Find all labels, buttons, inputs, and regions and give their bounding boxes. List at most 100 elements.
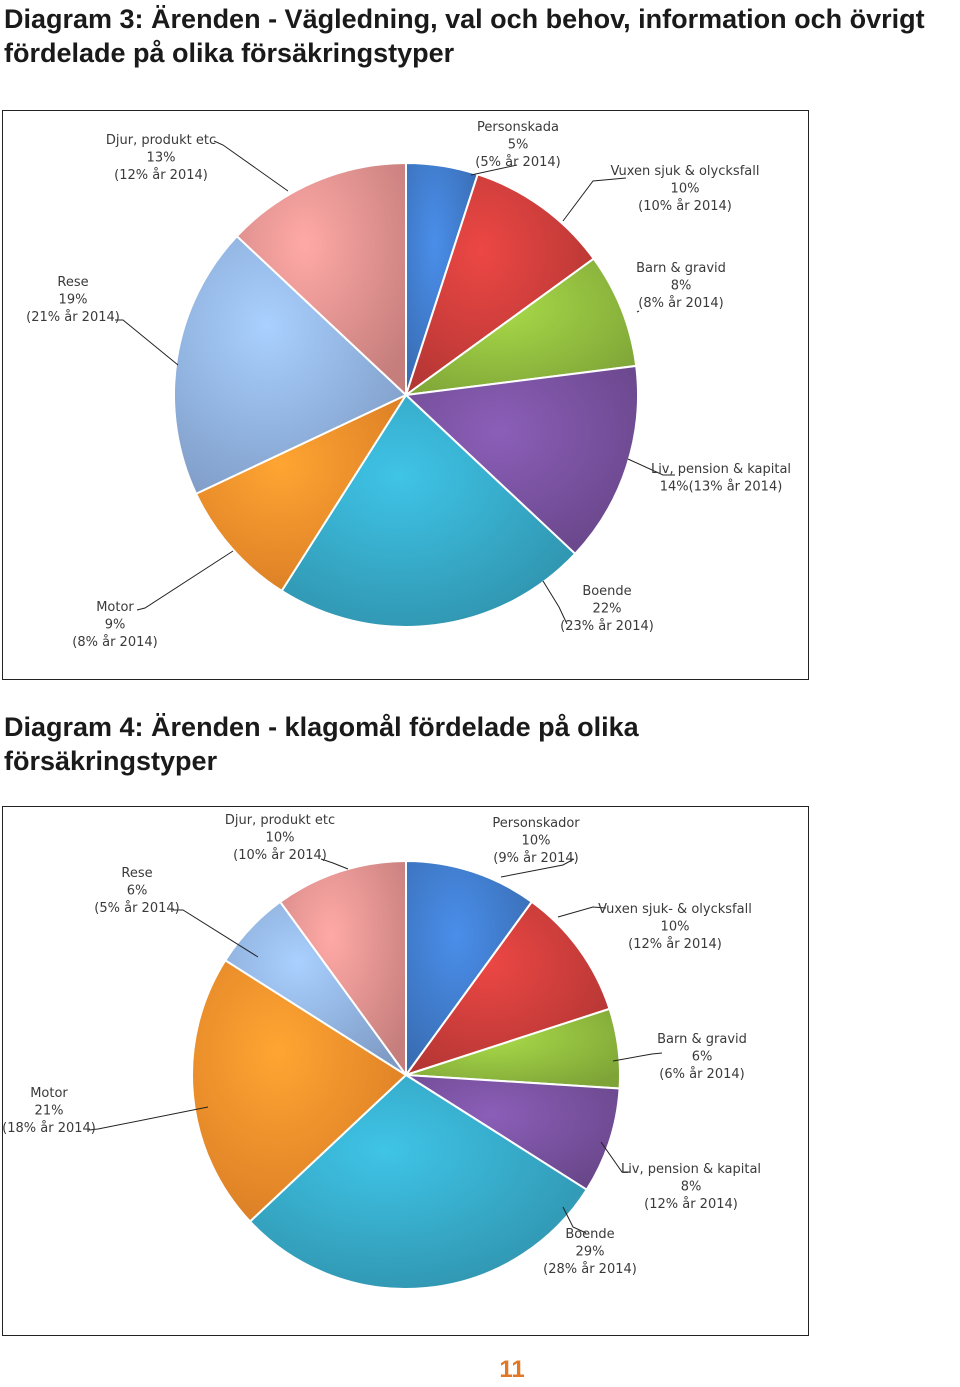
diagram-4-label-line: 6%	[692, 1050, 713, 1065]
diagram-3-label-line: 5%	[508, 138, 529, 153]
diagram-3-label-line: Personskada	[477, 120, 559, 135]
diagram-3-label-line: Boende	[582, 584, 631, 599]
diagram-4-label-line: (5% år 2014)	[94, 901, 179, 916]
diagram-4-label-line: 10%	[266, 831, 295, 846]
diagram-3-chart-area: Personskada 5% (5% år 2014) Vuxen sjuk & ol…	[2, 110, 809, 680]
diagram-4-label-line: 8%	[681, 1180, 702, 1195]
diagram-4-slice-personskador	[405, 860, 533, 1076]
diagram-4-label-line: (28% år 2014)	[543, 1262, 637, 1277]
diagram-4-leader-line-djur-produkt-etc	[320, 858, 349, 870]
diagram-3-label-line: (8% år 2014)	[638, 296, 723, 311]
diagram-4-label-djur-produkt-etc: Djur, produkt etc 10% (10% år 2014)	[225, 813, 335, 863]
diagram-3-leader-line-personskada	[470, 164, 518, 176]
diagram-3-label-line: Liv, pension & kapital	[651, 462, 791, 477]
diagram-4-label-line: (12% år 2014)	[644, 1197, 738, 1212]
diagram-4-label-line: 10%	[661, 920, 690, 935]
diagram-3-label-line: 19%	[59, 293, 88, 308]
diagram-4-pie-svg: Personskador 10% (9% år 2014) Vuxen sjuk- &…	[3, 813, 761, 1290]
diagram-4-title: Diagram 4: Ärenden - klagomål fördelade …	[4, 710, 704, 778]
diagram-4-label-line: (18% år 2014)	[3, 1121, 96, 1136]
diagram-3-slice-boende	[280, 394, 577, 628]
diagram-3-leader-line-motor	[136, 550, 234, 611]
diagram-3-slice-barn-gravid	[405, 257, 638, 396]
diagram-3-label-line: Barn & gravid	[636, 261, 726, 276]
diagram-3-slice-vuxen-sjuk-olycksfall	[405, 173, 595, 396]
diagram-4-label-line: Barn & gravid	[657, 1032, 747, 1047]
diagram-3-leader-line-barn-gravid	[636, 310, 640, 313]
diagram-4-leader-line-barn-gravid	[612, 1052, 663, 1062]
diagram-3-leader-line-djur-produkt-etc	[213, 140, 289, 192]
diagram-4-slice-boende	[249, 1074, 588, 1290]
diagram-3-pie-svg: Personskada 5% (5% år 2014) Vuxen sjuk & ol…	[26, 120, 791, 650]
diagram-3-label-line: 9%	[105, 618, 126, 633]
diagram-4-slice-motor	[191, 959, 407, 1223]
diagram-3-title-line-1: Diagram 3: Ärenden - Vägledning, val och…	[4, 4, 925, 34]
diagram-4-label-line: (10% år 2014)	[233, 848, 327, 863]
diagram-3-leader-line-vuxen-sjuk-olycksfall	[562, 177, 627, 222]
diagram-4-leader-line-boende	[562, 1206, 587, 1234]
diagram-4-leader-line-rese	[173, 909, 259, 958]
diagram-4-leader-line-personskador	[500, 858, 575, 878]
diagram-3-label-line: 10%	[671, 182, 700, 197]
diagram-4-label-boende: Boende 29% (28% år 2014)	[543, 1227, 637, 1277]
diagram-4-label-line: Vuxen sjuk- & olycksfall	[598, 902, 752, 917]
diagram-3-leader-line-liv-pension-kapital	[627, 458, 675, 476]
diagram-3-label-line: (5% år 2014)	[475, 155, 560, 170]
diagram-4-label-line: Rese	[121, 866, 152, 881]
diagram-3-label-line: 8%	[671, 279, 692, 294]
diagram-4-label-line: Djur, produkt etc	[225, 813, 335, 828]
diagram-3-leader-line-boende	[542, 580, 568, 625]
diagram-3-label-line: Vuxen sjuk & olycksfall	[611, 164, 760, 179]
diagram-4-label-barn-gravid: Barn & gravid 6% (6% år 2014)	[657, 1032, 747, 1082]
page-number: 11	[499, 1356, 525, 1383]
diagram-4-slice-djur-produkt-etc	[279, 860, 407, 1076]
diagram-4-title-line-1: Diagram 4: Ärenden - klagomål fördelade …	[4, 712, 639, 742]
diagram-4-label-line: 6%	[127, 884, 148, 899]
diagram-4-label-line: 10%	[522, 834, 551, 849]
diagram-4-label-personskador: Personskador 10% (9% år 2014)	[492, 816, 580, 866]
diagram-3-label-boende: Boende 22% (23% år 2014)	[560, 584, 654, 634]
diagram-3-label-personskada: Personskada 5% (5% år 2014)	[475, 120, 560, 170]
diagram-3-slice-liv-pension-kapital	[405, 364, 639, 555]
diagram-3-label-line: Rese	[57, 275, 88, 290]
diagram-3-label-rese: Rese 19% (21% år 2014)	[26, 275, 120, 325]
diagram-3-slice-motor	[195, 394, 407, 592]
diagram-4-title-line-2: försäkringstyper	[4, 746, 218, 776]
diagram-3-title-line-2: fördelade på olika försäkringstyper	[4, 38, 455, 68]
diagram-3-label-motor: Motor 9% (8% år 2014)	[72, 600, 157, 650]
diagram-4-label-line: Motor	[30, 1086, 68, 1101]
diagram-4-leader-line-liv-pension-kapital	[600, 1141, 630, 1173]
diagram-3-title: Diagram 3: Ärenden - Vägledning, val och…	[4, 2, 954, 70]
diagram-4-label-vuxen-sjuk-olycksfall: Vuxen sjuk- & olycksfall 10% (12% år 2014)	[598, 902, 752, 952]
diagram-4-slice-vuxen-sjuk-olycksfall	[405, 900, 611, 1076]
diagram-4-label-rese: Rese 6% (5% år 2014)	[94, 866, 179, 916]
diagram-3-label-line: (23% år 2014)	[560, 619, 654, 634]
diagram-3-slice-djur-produkt-etc	[235, 162, 407, 396]
diagram-4-slice-liv-pension-kapital	[405, 1074, 621, 1191]
diagram-4-label-liv-pension-kapital: Liv, pension & kapital 8% (12% år 2014)	[621, 1162, 761, 1212]
diagram-3-label-line: (8% år 2014)	[72, 635, 157, 650]
diagram-4-label-line: Personskador	[492, 816, 580, 831]
diagram-4-label-line: (9% år 2014)	[493, 851, 578, 866]
diagram-4-leader-line-vuxen-sjuk-olycksfall	[557, 906, 607, 918]
diagram-3-label-liv-pension-kapital: Liv, pension & kapital 14%(13% år 2014)	[651, 462, 791, 495]
diagram-3-label-line: (12% år 2014)	[114, 168, 208, 183]
diagram-3-label-barn-gravid: Barn & gravid 8% (8% år 2014)	[636, 261, 726, 311]
diagram-4-label-line: (12% år 2014)	[628, 937, 722, 952]
diagram-3-label-vuxen-sjuk-olycksfall: Vuxen sjuk & olycksfall 10% (10% år 2014)	[611, 164, 760, 214]
diagram-3-leader-line-rese	[115, 319, 179, 366]
diagram-3-label-line: (21% år 2014)	[26, 310, 120, 325]
diagram-4-leader-line-motor	[88, 1106, 209, 1131]
diagram-3-label-line: 13%	[147, 151, 176, 166]
diagram-4-label-line: Boende	[565, 1227, 614, 1242]
diagram-3-label-line: 22%	[593, 602, 622, 617]
diagram-3-label-line: (10% år 2014)	[638, 199, 732, 214]
diagram-4-chart-area: Personskador 10% (9% år 2014) Vuxen sjuk- &…	[2, 806, 809, 1336]
diagram-3-label-line: Djur, produkt etc	[106, 133, 216, 148]
diagram-4-label-line: 21%	[35, 1104, 64, 1119]
diagram-3-slice-rese	[173, 235, 407, 495]
diagram-4-label-motor: Motor 21% (18% år 2014)	[3, 1086, 96, 1136]
diagram-3-label-djur-produkt-etc: Djur, produkt etc 13% (12% år 2014)	[106, 133, 216, 183]
diagram-4-label-line: (6% år 2014)	[659, 1067, 744, 1082]
diagram-4-label-line: 29%	[576, 1245, 605, 1260]
